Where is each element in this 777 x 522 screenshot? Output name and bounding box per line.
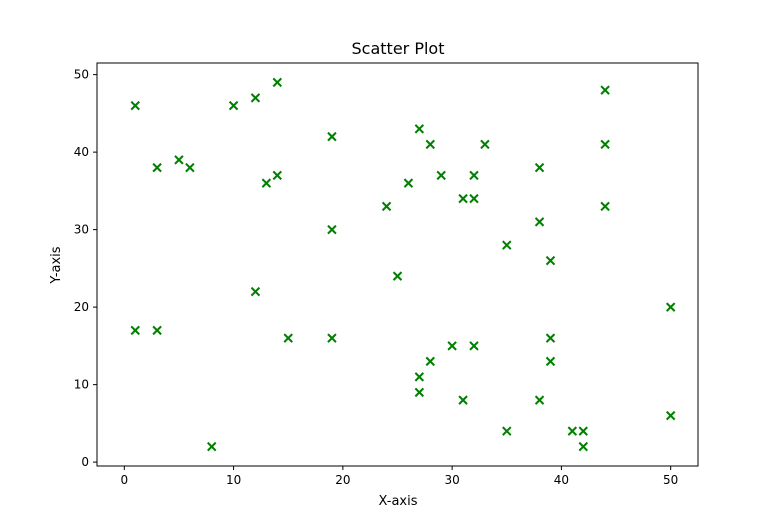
data-point [469,193,479,204]
x-tick-label: 30 [444,473,459,487]
data-point [545,333,556,343]
data-point [403,178,414,188]
data-point [545,356,556,367]
data-point [414,387,425,398]
data-point [327,333,337,343]
data-point [665,302,676,312]
data-point [414,124,425,134]
data-point [480,139,490,150]
data-point [469,341,479,351]
data-point [327,224,337,235]
data-point [534,395,545,405]
data-point [414,372,425,382]
data-point [502,240,512,250]
data-point [436,170,446,181]
data-point [447,341,457,351]
data-point [665,410,676,421]
x-tick-label: 10 [226,473,241,487]
x-tick-label: 20 [335,473,350,487]
data-point [600,85,610,95]
data-point [250,286,261,297]
y-tick-label: 30 [74,223,89,237]
data-point [600,201,610,212]
axis-ticks: 0 10 20 30 40 50 0 10 20 30 40 50 [74,68,679,487]
data-point [502,426,512,436]
data-point [185,162,195,173]
data-point [250,93,261,103]
data-point [272,170,283,181]
y-tick-label: 0 [81,455,89,469]
data-point [392,271,403,281]
x-tick-label: 50 [663,473,678,487]
data-point [534,162,545,173]
data-point [458,395,468,405]
y-axis-label: Y-axis [49,246,64,284]
chart-title: Scatter Plot [352,39,445,58]
data-point [261,178,272,188]
data-point [174,155,184,165]
data-point [600,139,610,150]
x-axis-label: X-axis [379,494,418,509]
y-tick-label: 50 [74,68,89,82]
data-point [152,325,162,336]
data-point [327,131,337,142]
data-point [458,193,468,204]
data-point [425,356,435,367]
data-point [567,426,578,436]
plot-frame [96,62,699,467]
data-point [578,441,588,452]
data-point [469,170,479,181]
data-point [283,333,293,343]
data-point [534,217,545,227]
data-point [272,77,283,88]
x-tick-label: 0 [120,473,128,487]
data-points [130,77,676,452]
data-point [578,426,588,436]
x-tick-label: 40 [554,473,569,487]
y-tick-label: 10 [74,378,89,392]
y-tick-label: 20 [74,300,89,314]
data-point [207,441,217,452]
data-point [545,255,556,266]
data-point [130,100,140,111]
y-tick-label: 40 [74,145,89,159]
data-point [152,162,162,173]
data-point [130,325,140,336]
data-point [228,100,239,111]
data-point [425,139,435,150]
data-point [381,201,392,212]
